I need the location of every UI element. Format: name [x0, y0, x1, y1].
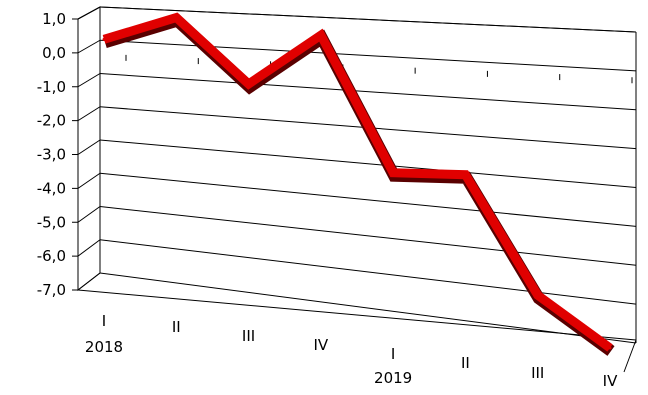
floor-edge-right — [623, 339, 637, 373]
gridline-side — [77, 6, 101, 20]
gridline-side — [77, 73, 101, 88]
y-axis-ticks: 1,0 0,0 -1,0 -2,0 -3,0 -4,0 -5,0 -6,0 -7,0 — [37, 10, 66, 299]
gridline — [99, 272, 637, 344]
gridline-side — [77, 39, 101, 54]
x-year-label: 2019 — [374, 369, 412, 387]
floor-edge — [77, 289, 637, 341]
data-point — [102, 37, 106, 41]
x-tick-label: IV — [603, 372, 618, 390]
x-tick-label: IV — [314, 336, 329, 354]
gridlines — [72, 6, 637, 344]
y-tick-label: -3,0 — [37, 146, 66, 164]
y-tick-label: 0,0 — [42, 44, 66, 62]
series-line — [102, 12, 613, 352]
data-point — [463, 173, 467, 177]
x-tick-label: III — [531, 364, 544, 382]
gridline — [99, 73, 637, 111]
gridline-side — [77, 139, 101, 155]
data-point — [391, 171, 395, 175]
gridline-side — [77, 206, 101, 223]
y-tick-label: -4,0 — [37, 179, 66, 197]
x-tick-label: I — [391, 345, 395, 363]
chart-walls — [77, 6, 637, 373]
data-point — [536, 293, 540, 297]
series-line-shadow — [103, 13, 615, 356]
data-point — [319, 33, 323, 37]
gridline — [99, 39, 637, 72]
data-point — [608, 346, 612, 350]
y-tick-label: -5,0 — [37, 213, 66, 231]
gridline — [99, 239, 637, 305]
x-tick-label: I — [102, 312, 106, 330]
data-point — [247, 82, 251, 86]
y-tick-label: -7,0 — [37, 281, 66, 299]
y-tick-label: -2,0 — [37, 112, 66, 130]
data-series — [102, 12, 615, 356]
x-tick-label: II — [461, 354, 470, 372]
data-point — [174, 16, 178, 20]
gridline — [99, 172, 637, 227]
y-tick-label: -6,0 — [37, 247, 66, 265]
gridline — [99, 139, 637, 188]
y-tick-label: -1,0 — [37, 78, 66, 96]
gridline — [99, 6, 637, 33]
gridline-side — [77, 172, 101, 189]
x-tick-label: II — [172, 318, 181, 336]
y-tick-label: 1,0 — [42, 10, 66, 28]
gridline-side — [77, 272, 101, 291]
x-tick-label: III — [242, 327, 255, 345]
gridline-side — [77, 106, 101, 122]
x-year-label: 2018 — [85, 338, 123, 356]
gridline — [99, 206, 637, 266]
gridline-side — [77, 239, 101, 257]
